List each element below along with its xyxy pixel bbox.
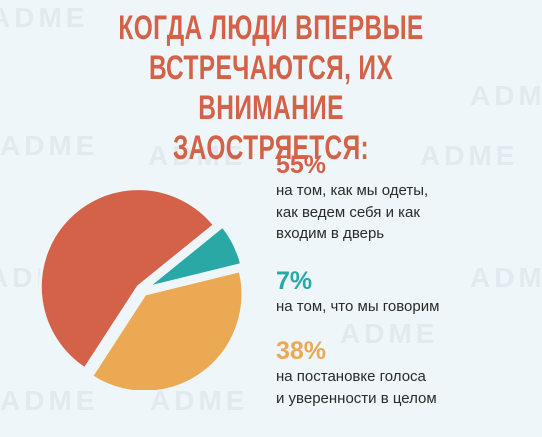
legend-percent: 7% — [276, 267, 313, 295]
title-line: КОГДА ЛЮДИ ВПЕРВЫЕ — [118, 9, 424, 47]
legend-description: на том, что мы говорим — [276, 298, 440, 315]
legend-item-7: 7% на том, что мы говорим — [276, 266, 536, 318]
legend-description: на постановке голоса и уверенности в цел… — [276, 368, 437, 407]
legend-percent: 55% — [276, 151, 327, 179]
title-line: ВСТРЕЧАЮТСЯ, ИХ ВНИМАНИЕ — [148, 49, 394, 127]
pie-slice-7 — [145, 223, 244, 290]
pie-slice-55 — [38, 187, 217, 371]
legend-item-38: 38% на постановке голоса и уверенности в… — [276, 336, 536, 409]
legend-percent: 38% — [276, 337, 327, 365]
pie-slice-38 — [89, 268, 245, 390]
title-line: ЗАОСТРЯЕТСЯ: — [172, 129, 370, 167]
pie-chart — [38, 187, 245, 390]
legend-item-55: 55% на том, как мы одеты, как ведем себя… — [276, 150, 536, 245]
legend-description: на том, как мы одеты, как ведем себя и к… — [276, 182, 429, 242]
chart-title: КОГДА ЛЮДИ ВПЕРВЫЕ ВСТРЕЧАЮТСЯ, ИХ ВНИМА… — [0, 8, 542, 168]
